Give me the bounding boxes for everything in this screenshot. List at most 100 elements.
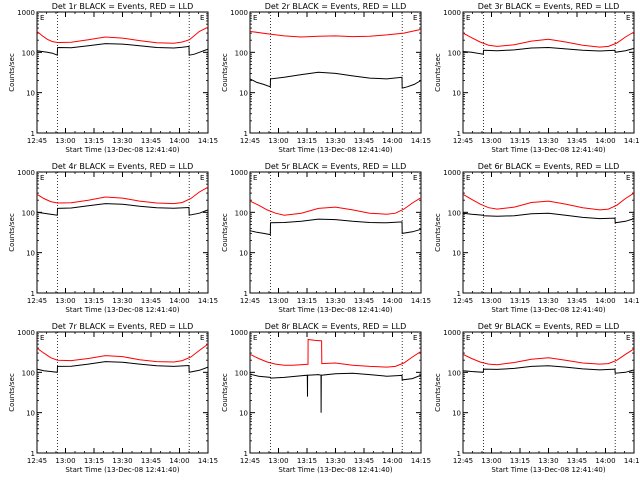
x-tick-label: 14:00 (382, 457, 402, 465)
y-tick-label: 1 (244, 130, 248, 138)
x-tick-label: 14:00 (169, 297, 189, 305)
events-series-line (36, 361, 209, 373)
x-axis-label: Start Time (13-Dec-08 12:41:40) (65, 466, 179, 474)
x-tick-label: 12:45 (453, 457, 473, 465)
events-series-line (462, 212, 635, 224)
x-axis-label: Start Time (13-Dec-08 12:41:40) (491, 466, 605, 474)
y-axis-label: Counts/sec (221, 53, 229, 92)
lld-series-line (36, 343, 209, 363)
x-tick-label: 12:45 (240, 137, 260, 145)
y-tick-label: 10 (452, 410, 461, 418)
y-axis-label: Counts/sec (8, 213, 16, 252)
corner-label-left: E (253, 174, 257, 182)
x-tick-label: 13:00 (481, 457, 501, 465)
y-axis-label: Counts/sec (8, 53, 16, 92)
corner-label-right: E (200, 334, 204, 342)
x-tick-label: 13:30 (112, 297, 132, 305)
y-tick-label: 1000 (443, 9, 461, 17)
y-axis-label: Counts/sec (8, 373, 16, 412)
x-tick-label: 13:45 (354, 137, 374, 145)
y-tick-label: 1000 (230, 169, 248, 177)
corner-label-right: E (626, 14, 630, 22)
corner-label-left: E (40, 174, 44, 182)
chart-title: Det 8r BLACK = Events, RED = LLD (265, 322, 407, 331)
x-tick-label: 14:00 (382, 137, 402, 145)
x-tick-label: 14:15 (198, 297, 218, 305)
y-tick-label: 1000 (17, 9, 35, 17)
y-axis-label: Counts/sec (434, 373, 442, 412)
x-tick-label: 13:15 (297, 457, 317, 465)
y-tick-label: 10 (26, 90, 35, 98)
chart-title: Det 5r BLACK = Events, RED = LLD (265, 162, 407, 171)
x-axis-label: Start Time (13-Dec-08 12:41:40) (491, 146, 605, 154)
chart-title: Det 6r BLACK = Events, RED = LLD (478, 162, 620, 171)
y-axis-label: Counts/sec (434, 53, 442, 92)
x-tick-label: 13:15 (297, 297, 317, 305)
x-tick-label: 14:00 (595, 297, 615, 305)
x-tick-label: 12:45 (240, 297, 260, 305)
x-tick-label: 13:00 (55, 137, 75, 145)
lld-series-line (249, 338, 422, 368)
corner-label-right: E (626, 174, 630, 182)
y-tick-label: 1000 (443, 329, 461, 337)
x-tick-label: 13:45 (141, 297, 161, 305)
x-tick-label: 14:15 (411, 137, 431, 145)
y-tick-label: 1000 (17, 169, 35, 177)
plot-frame (249, 171, 422, 294)
y-tick-label: 10 (26, 410, 35, 418)
lld-series-line (36, 186, 209, 205)
x-tick-label: 13:15 (297, 137, 317, 145)
plot-frame (462, 11, 635, 134)
y-tick-label: 1 (244, 450, 248, 458)
x-tick-label: 13:30 (112, 457, 132, 465)
chart-title: Det 4r BLACK = Events, RED = LLD (52, 162, 194, 171)
y-tick-label: 100 (448, 209, 461, 217)
corner-label-left: E (466, 174, 470, 182)
x-tick-label: 13:15 (510, 297, 530, 305)
y-tick-label: 100 (448, 49, 461, 57)
events-series-line (36, 203, 209, 216)
x-tick-label: 13:45 (567, 137, 587, 145)
x-axis-label: Start Time (13-Dec-08 12:41:40) (65, 146, 179, 154)
x-tick-label: 12:45 (27, 457, 47, 465)
x-tick-label: 13:00 (481, 137, 501, 145)
x-tick-label: 13:15 (84, 457, 104, 465)
chart-title: Det 3r BLACK = Events, RED = LLD (478, 2, 620, 11)
y-tick-label: 1 (457, 290, 461, 298)
x-tick-label: 13:45 (354, 457, 374, 465)
y-tick-label: 100 (235, 369, 248, 377)
x-tick-label: 13:30 (538, 297, 558, 305)
events-series-line (249, 71, 422, 89)
y-tick-label: 10 (452, 90, 461, 98)
plot-frame (36, 171, 209, 294)
x-tick-label: 13:00 (268, 457, 288, 465)
plot-frame (249, 331, 422, 454)
x-tick-label: 13:30 (325, 297, 345, 305)
x-axis-label: Start Time (13-Dec-08 12:41:40) (278, 306, 392, 314)
y-tick-label: 100 (22, 369, 35, 377)
corner-label-left: E (466, 334, 470, 342)
x-tick-label: 14:00 (169, 137, 189, 145)
y-tick-label: 100 (448, 369, 461, 377)
y-tick-label: 1000 (230, 9, 248, 17)
x-tick-label: 12:45 (453, 297, 473, 305)
x-tick-label: 13:30 (538, 137, 558, 145)
x-tick-label: 13:45 (567, 297, 587, 305)
x-tick-label: 13:00 (55, 457, 75, 465)
corner-label-right: E (413, 174, 417, 182)
y-tick-label: 1 (31, 450, 35, 458)
y-tick-label: 10 (239, 410, 248, 418)
plot-frame (462, 171, 635, 294)
chart-title: Det 1r BLACK = Events, RED = LLD (52, 2, 194, 11)
lld-series-line (249, 28, 422, 38)
x-tick-label: 13:45 (141, 137, 161, 145)
x-tick-label: 13:30 (325, 137, 345, 145)
x-tick-label: 14:15 (624, 297, 640, 305)
y-tick-label: 100 (235, 49, 248, 57)
lld-series-line (462, 348, 635, 366)
lld-series-line (462, 31, 635, 48)
x-axis-label: Start Time (13-Dec-08 12:41:40) (491, 306, 605, 314)
corner-label-left: E (253, 334, 257, 342)
x-tick-label: 12:45 (240, 457, 260, 465)
